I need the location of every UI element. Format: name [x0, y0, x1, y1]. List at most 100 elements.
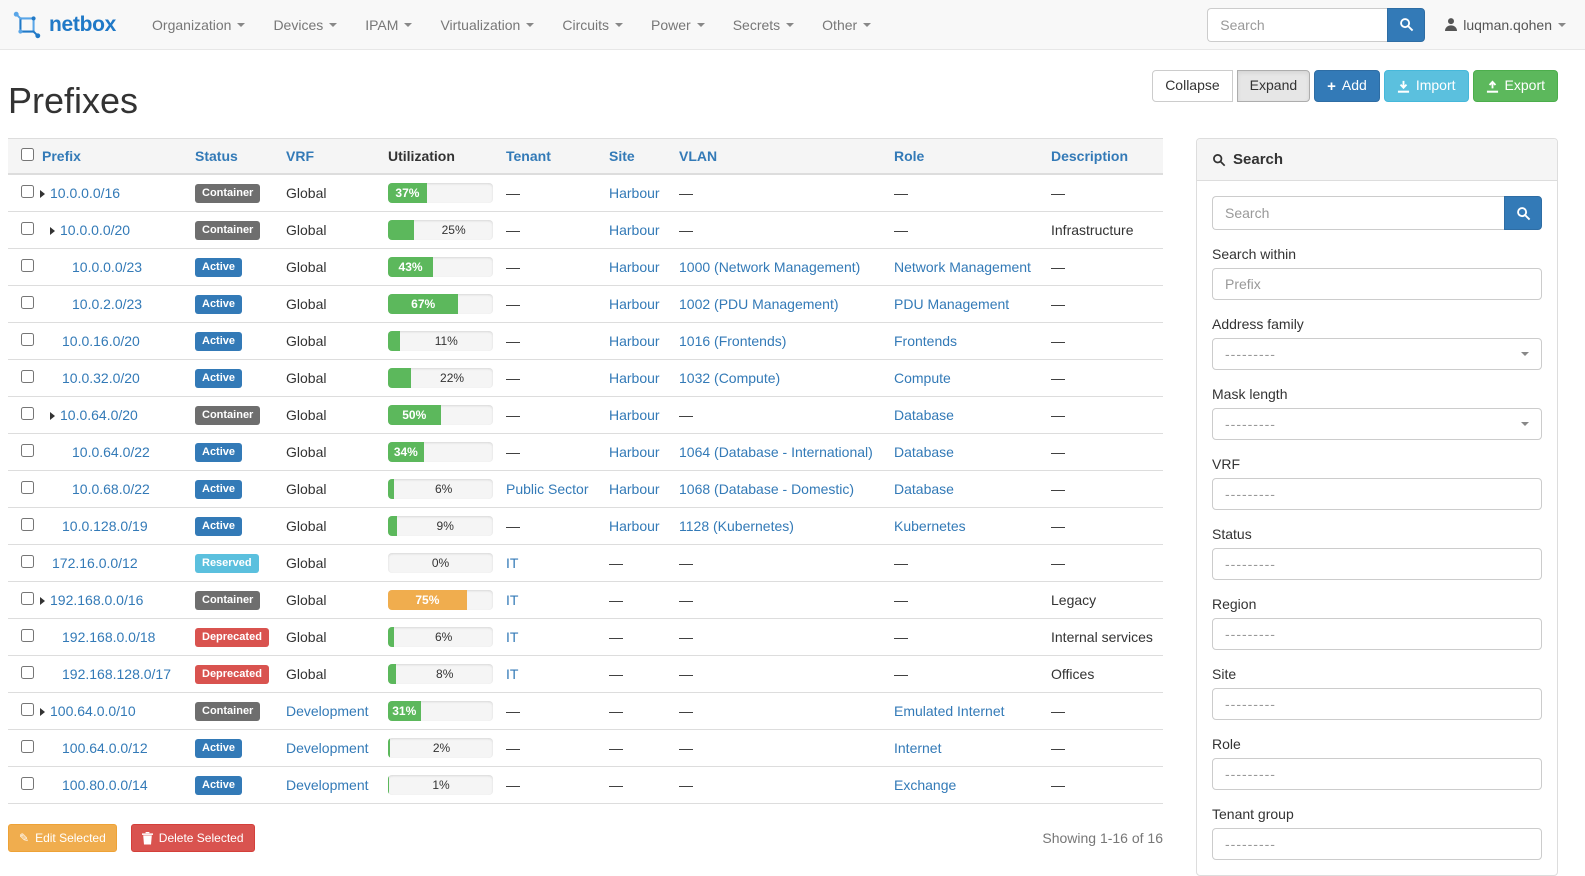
column-sort-link[interactable]: Site	[609, 148, 635, 164]
column-header-vrf[interactable]: VRF	[278, 138, 380, 175]
expand-button[interactable]: Expand	[1236, 70, 1311, 102]
role-link[interactable]: PDU Management	[894, 296, 1010, 312]
prefix-link[interactable]: 192.168.128.0/17	[62, 666, 171, 682]
column-sort-link[interactable]: VLAN	[679, 148, 718, 164]
row-checkbox[interactable]	[21, 370, 34, 383]
column-header-tenant[interactable]: Tenant	[498, 138, 601, 175]
tenant-link[interactable]: Public Sector	[506, 481, 589, 497]
row-checkbox[interactable]	[21, 518, 34, 531]
prefix-link[interactable]: 10.0.0.0/23	[72, 259, 143, 275]
site-link[interactable]: Harbour	[609, 370, 660, 386]
prefix-link[interactable]: 10.0.16.0/20	[62, 333, 140, 349]
filter-select-role[interactable]: ---------	[1212, 758, 1542, 790]
vlan-link[interactable]: 1032 (Compute)	[679, 370, 781, 386]
navbar-search-input[interactable]	[1207, 7, 1388, 42]
nav-menu-organization[interactable]: Organization	[138, 2, 259, 48]
prefix-link[interactable]: 10.0.64.0/22	[72, 444, 150, 460]
vlan-link[interactable]: 1016 (Frontends)	[679, 333, 787, 349]
delete-selected-button[interactable]: Delete Selected	[130, 824, 255, 852]
row-checkbox[interactable]	[21, 777, 34, 790]
site-link[interactable]: Harbour	[609, 481, 660, 497]
prefix-link[interactable]: 10.0.32.0/20	[62, 370, 140, 386]
vrf-link[interactable]: Development	[286, 703, 369, 719]
row-checkbox[interactable]	[21, 555, 34, 568]
site-link[interactable]: Harbour	[609, 296, 660, 312]
import-button[interactable]: Import	[1383, 70, 1469, 102]
prefix-link[interactable]: 10.0.2.0/23	[72, 296, 143, 312]
tenant-link[interactable]: IT	[506, 592, 519, 608]
row-checkbox[interactable]	[21, 333, 34, 346]
role-link[interactable]: Network Management	[894, 259, 1031, 275]
row-checkbox[interactable]	[21, 407, 34, 420]
prefix-link[interactable]: 10.0.128.0/19	[62, 518, 148, 534]
prefix-link[interactable]: 172.16.0.0/12	[52, 555, 138, 571]
edit-selected-button[interactable]: ✎ Edit Selected	[8, 824, 117, 852]
filter-select-tenant-group[interactable]: ---------	[1212, 828, 1542, 860]
row-checkbox[interactable]	[21, 185, 34, 198]
column-sort-link[interactable]: VRF	[286, 148, 314, 164]
collapse-button[interactable]: Collapse	[1152, 70, 1233, 102]
vlan-link[interactable]: 1000 (Network Management)	[679, 259, 861, 275]
row-checkbox[interactable]	[21, 666, 34, 679]
prefix-link[interactable]: 10.0.64.0/20	[60, 407, 138, 423]
row-checkbox[interactable]	[21, 444, 34, 457]
role-link[interactable]: Kubernetes	[894, 518, 966, 534]
filter-select-address-family[interactable]: ---------	[1212, 338, 1542, 370]
role-link[interactable]: Emulated Internet	[894, 703, 1005, 719]
column-sort-link[interactable]: Prefix	[42, 148, 81, 164]
column-sort-link[interactable]: Tenant	[506, 148, 551, 164]
role-link[interactable]: Database	[894, 444, 954, 460]
prefix-link[interactable]: 10.0.0.0/20	[60, 222, 131, 238]
vrf-link[interactable]: Development	[286, 777, 369, 793]
nav-menu-other[interactable]: Other	[808, 2, 885, 48]
column-header-status[interactable]: Status	[187, 138, 278, 175]
site-link[interactable]: Harbour	[609, 185, 660, 201]
tenant-link[interactable]: IT	[506, 629, 519, 645]
site-link[interactable]: Harbour	[609, 444, 660, 460]
prefix-link[interactable]: 10.0.0.0/16	[50, 185, 121, 201]
select-all-checkbox[interactable]	[21, 148, 34, 161]
vrf-link[interactable]: Development	[286, 740, 369, 756]
nav-menu-devices[interactable]: Devices	[259, 2, 351, 48]
row-checkbox[interactable]	[21, 222, 34, 235]
nav-menu-power[interactable]: Power	[637, 2, 719, 48]
role-link[interactable]: Exchange	[894, 777, 957, 793]
nav-menu-circuits[interactable]: Circuits	[548, 2, 637, 48]
site-link[interactable]: Harbour	[609, 333, 660, 349]
prefix-link[interactable]: 100.80.0.0/14	[62, 777, 148, 793]
filter-input-search-within[interactable]	[1212, 268, 1542, 300]
role-link[interactable]: Internet	[894, 740, 942, 756]
prefix-link[interactable]: 192.168.0.0/16	[50, 592, 144, 608]
row-checkbox[interactable]	[21, 592, 34, 605]
prefix-link[interactable]: 100.64.0.0/10	[50, 703, 136, 719]
role-link[interactable]: Database	[894, 481, 954, 497]
vlan-link[interactable]: 1128 (Kubernetes)	[679, 518, 794, 534]
navbar-search-button[interactable]	[1387, 7, 1426, 42]
role-link[interactable]: Database	[894, 407, 954, 423]
column-header-role[interactable]: Role	[886, 138, 1043, 175]
add-button[interactable]: + Add	[1314, 70, 1380, 102]
filter-select-status[interactable]: ---------	[1212, 548, 1542, 580]
filter-select-mask-length[interactable]: ---------	[1212, 408, 1542, 440]
nav-menu-secrets[interactable]: Secrets	[719, 2, 808, 48]
nav-menu-virtualization[interactable]: Virtualization	[426, 2, 548, 48]
vlan-link[interactable]: 1068 (Database - Domestic)	[679, 481, 855, 497]
site-link[interactable]: Harbour	[609, 518, 660, 534]
row-checkbox[interactable]	[21, 629, 34, 642]
site-link[interactable]: Harbour	[609, 222, 660, 238]
export-button[interactable]: Export	[1472, 70, 1558, 102]
row-checkbox[interactable]	[21, 740, 34, 753]
column-header-site[interactable]: Site	[601, 138, 671, 175]
filter-search-button[interactable]	[1504, 196, 1542, 230]
vlan-link[interactable]: 1002 (PDU Management)	[679, 296, 839, 312]
column-header-vlan[interactable]: VLAN	[671, 138, 886, 175]
row-checkbox[interactable]	[21, 481, 34, 494]
column-sort-link[interactable]: Status	[195, 148, 238, 164]
filter-select-region[interactable]: ---------	[1212, 618, 1542, 650]
column-header-description[interactable]: Description	[1043, 138, 1163, 175]
row-checkbox[interactable]	[21, 296, 34, 309]
column-sort-link[interactable]: Description	[1051, 148, 1129, 164]
site-link[interactable]: Harbour	[609, 259, 660, 275]
user-menu[interactable]: luqman.qohen	[1441, 17, 1570, 33]
filter-select-site[interactable]: ---------	[1212, 688, 1542, 720]
